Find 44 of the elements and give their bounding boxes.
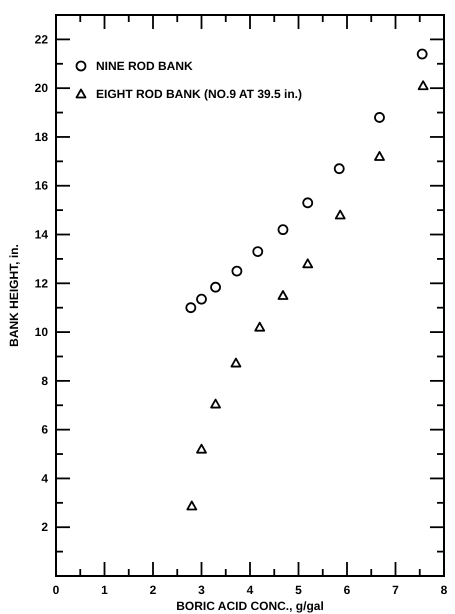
y-axis-title: BANK HEIGHT, in. <box>7 244 21 347</box>
point <box>278 290 288 300</box>
legend-label: NINE ROD BANK <box>96 59 193 73</box>
x-tick-label: 1 <box>101 583 108 597</box>
point <box>210 398 221 408</box>
point <box>252 246 264 257</box>
y-tick-label: 20 <box>34 81 48 96</box>
x-axis-title: BORIC ACID CONC., g/gal <box>176 599 324 613</box>
point <box>185 302 196 314</box>
point <box>230 358 242 368</box>
y-tick-label: 16 <box>34 178 48 193</box>
x-tick-label: 5 <box>295 583 302 597</box>
y-tick-label: 8 <box>41 374 48 388</box>
point <box>418 80 429 90</box>
x-tick-label: 4 <box>246 583 254 597</box>
y-tick-label: 6 <box>41 422 48 437</box>
point <box>374 112 385 123</box>
point <box>254 322 266 332</box>
point <box>302 197 314 208</box>
point <box>416 48 428 60</box>
x-tick-label: 7 <box>392 583 400 597</box>
point <box>210 282 221 293</box>
y-tick-label: 12 <box>34 276 48 290</box>
x-tick-label: 6 <box>344 583 351 597</box>
point <box>334 210 346 220</box>
point <box>196 294 207 305</box>
x-tick-label: 8 <box>440 583 448 597</box>
y-tick-label: 4 <box>41 471 48 486</box>
y-tick-label: 10 <box>34 325 48 340</box>
y-tick-label: 2 <box>41 520 48 534</box>
point <box>334 163 345 174</box>
x-tick-label: 2 <box>150 583 157 597</box>
y-tick-label: 14 <box>34 228 48 242</box>
point <box>186 500 198 510</box>
x-tick-label: 3 <box>198 583 206 597</box>
point <box>302 258 314 268</box>
legend-label: EIGHT ROD BANK (NO.9 AT 39.5 in.) <box>96 87 302 101</box>
point <box>232 266 242 277</box>
y-tick-label: 22 <box>34 32 48 46</box>
x-tick-label: 0 <box>52 583 60 597</box>
point <box>196 444 207 454</box>
point <box>278 224 288 236</box>
point <box>374 151 385 161</box>
y-tick-label: 18 <box>34 130 48 144</box>
